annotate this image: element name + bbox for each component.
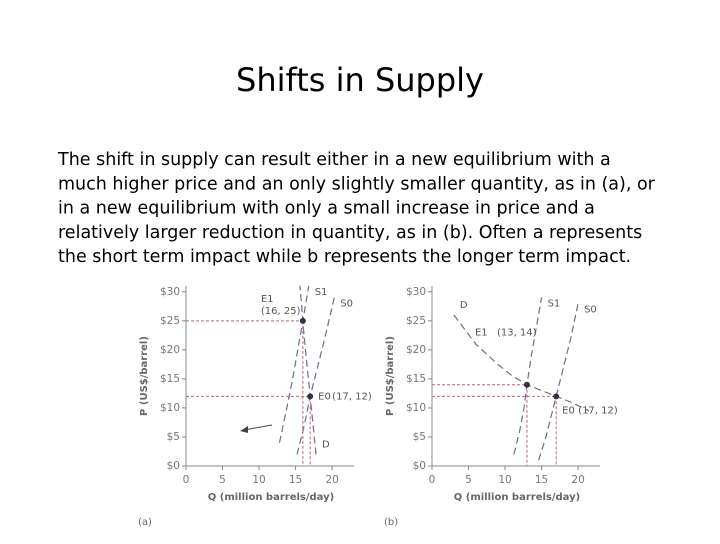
- point-name: E1: [261, 294, 274, 305]
- slide-title: Shifts in Supply: [236, 61, 484, 99]
- y-tick-label: $30: [160, 286, 180, 298]
- x-axis-label: Q (million barrels/day): [454, 492, 580, 503]
- panel-label: (b): [384, 517, 398, 528]
- x-axis-label: Q (million barrels/day): [208, 492, 334, 503]
- point-name: E0: [318, 391, 331, 402]
- x-tick-label: 5: [465, 474, 472, 486]
- curve-label: D: [460, 300, 468, 311]
- y-tick-label: $25: [160, 315, 180, 327]
- curve: [299, 285, 317, 455]
- y-tick-label: $5: [167, 431, 180, 443]
- point-coords: (17, 12): [578, 405, 618, 416]
- chart: $0 $5 $10 $15 $20 $25 $30 0 5 10 15 20 Q (million ba…: [384, 286, 618, 528]
- y-tick-label: $15: [160, 373, 180, 385]
- point-coords: (17, 12): [332, 391, 372, 402]
- curve-label: S0: [340, 299, 353, 310]
- y-tick-label: $20: [160, 344, 180, 356]
- y-tick-label: $25: [406, 315, 426, 327]
- body-line: The shift in supply can result either in…: [57, 150, 611, 170]
- equilibrium-point: [307, 393, 314, 400]
- curve-label: D: [322, 439, 330, 450]
- x-tick-label: 5: [219, 474, 226, 486]
- point-coords: (13, 14): [497, 328, 537, 339]
- arrow-line: [243, 424, 273, 431]
- curve: [296, 297, 335, 455]
- x-tick-label: 15: [289, 474, 302, 486]
- y-tick-label: $10: [160, 402, 180, 414]
- point-name: E1: [475, 328, 488, 339]
- curve: [538, 303, 579, 461]
- y-tick-label: $5: [413, 431, 426, 443]
- y-tick-label: $20: [406, 344, 426, 356]
- body-text: The shift in supply can result either in…: [57, 150, 656, 267]
- equilibrium-point: [523, 381, 530, 388]
- y-tick-label: $15: [406, 373, 426, 385]
- point-name: E0: [562, 405, 575, 416]
- point-coords: (16, 25): [261, 306, 301, 317]
- body-line: the short term impact while b represents…: [58, 247, 631, 267]
- body-line: much higher price and an only slightly s…: [58, 174, 656, 194]
- x-tick-label: 10: [498, 474, 511, 486]
- curve: [513, 297, 543, 455]
- x-tick-label: 15: [535, 474, 548, 486]
- x-tick-label: 0: [429, 474, 436, 486]
- x-tick-label: 10: [252, 474, 265, 486]
- y-tick-label: $30: [406, 286, 426, 298]
- curve-label: S0: [584, 304, 597, 315]
- shift-arrow: [240, 424, 273, 433]
- chart: $0 $5 $10 $15 $20 $25 $30 0 5 10 15 20 Q (million ba…: [138, 286, 372, 528]
- equilibrium-point: [299, 317, 306, 324]
- y-tick-label: $0: [167, 460, 180, 472]
- curve: [278, 285, 310, 443]
- arrow-head: [240, 426, 248, 433]
- y-tick-label: $0: [413, 460, 426, 472]
- y-axis-label: P (US$/barrel): [139, 336, 150, 416]
- x-tick-label: 0: [183, 474, 190, 486]
- curve-label: S1: [548, 299, 561, 310]
- y-tick-label: $10: [406, 402, 426, 414]
- curve-label: S1: [315, 287, 328, 298]
- equilibrium-point: [553, 393, 560, 400]
- body-line: relatively larger reduction in quantity,…: [58, 223, 642, 243]
- panel-label: (a): [138, 517, 152, 528]
- y-axis-label: P (US$/barrel): [385, 336, 396, 416]
- x-tick-label: 20: [571, 474, 584, 486]
- x-tick-label: 20: [325, 474, 338, 486]
- body-line: in a new equilibrium with only a small i…: [58, 199, 595, 219]
